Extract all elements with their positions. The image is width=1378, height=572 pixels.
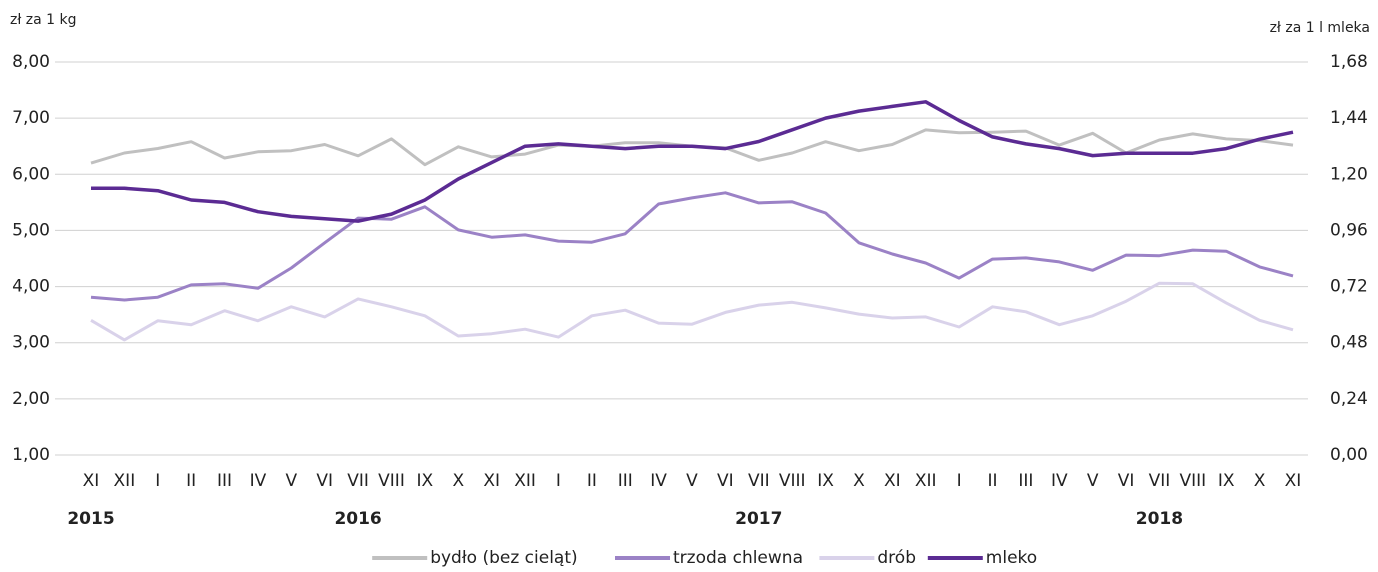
y-tick-label: 7,00 [12,108,50,128]
y-tick-label: 3,00 [12,333,50,353]
x-tick-label: XI [884,471,901,491]
legend-label: drób [877,548,916,568]
x-tick-label: V [286,471,298,491]
x-tick-label: IX [417,471,434,491]
y2-tick-label: 0,96 [1330,220,1368,240]
y-tick-label: 5,00 [12,220,50,240]
x-tick-label: I [957,471,962,491]
y-axis-label: zł za 1 kg [10,12,77,28]
x-tick-label: I [556,471,561,491]
series-line [91,100,1294,223]
year-label: 2016 [334,509,381,529]
x-tick-label: VIII [378,471,405,491]
y2-tick-label: 1,44 [1330,108,1368,128]
x-tick-label: XII [514,471,536,491]
x-tick-label: VIII [779,471,806,491]
y-tick-label: 8,00 [12,52,50,72]
y2-tick-label: 0,72 [1330,277,1368,297]
x-tick-label: II [186,471,196,491]
y2-tick-label: 0,00 [1330,445,1368,465]
x-tick-label: III [217,471,232,491]
x-tick-label: III [1018,471,1033,491]
x-tick-label: IX [817,471,834,491]
x-tick-label: XII [114,471,136,491]
x-tick-label: VII [347,471,369,491]
x-tick-label: X [1254,471,1266,491]
y-tick-label: 4,00 [12,277,50,297]
series-line [90,281,1294,342]
year-label: 2018 [1136,509,1183,529]
x-tick-label: VIII [1179,471,1206,491]
x-tick-label: XI [83,471,100,491]
legend-label: mleko [986,548,1037,568]
x-tick-label: V [1087,471,1099,491]
x-tick-label: XII [915,471,937,491]
x-tick-label: IX [1218,471,1235,491]
y-tick-label: 2,00 [12,389,50,409]
x-tick-label: IV [250,471,267,491]
year-label: 2015 [67,509,114,529]
year-label: 2017 [735,509,782,529]
y2-axis-label: zł za 1 l mleka [1270,20,1370,36]
x-tick-label: X [452,471,464,491]
series-line [90,191,1294,302]
x-tick-label: VII [748,471,770,491]
x-tick-label: VI [717,471,734,491]
x-tick-label: II [987,471,997,491]
y-tick-label: 1,00 [12,445,50,465]
legend-label: bydło (bez cieląt) [430,548,577,568]
y2-tick-label: 1,68 [1330,52,1368,72]
x-tick-label: XI [1285,471,1302,491]
x-tick-label: X [853,471,865,491]
x-tick-label: V [686,471,698,491]
x-tick-label: IV [650,471,667,491]
y2-tick-label: 0,24 [1330,389,1368,409]
y2-tick-label: 0,48 [1330,333,1368,353]
legend-label: trzoda chlewna [673,548,803,568]
x-tick-label: I [155,471,160,491]
x-tick-label: VII [1149,471,1171,491]
x-tick-label: II [587,471,597,491]
x-tick-label: XI [483,471,500,491]
x-tick-label: IV [1051,471,1068,491]
x-tick-label: III [618,471,633,491]
x-tick-label: VI [316,471,333,491]
y-tick-label: 6,00 [12,164,50,184]
y2-tick-label: 1,20 [1330,164,1368,184]
x-tick-label: VI [1118,471,1135,491]
